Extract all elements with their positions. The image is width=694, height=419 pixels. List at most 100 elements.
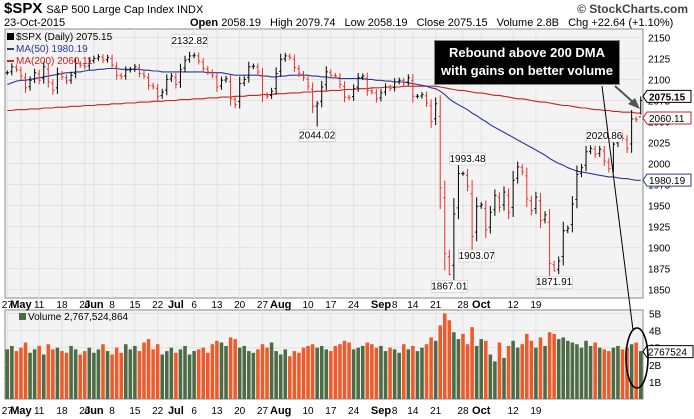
volume-bar bbox=[520, 344, 525, 399]
ohlc-bar bbox=[552, 260, 556, 272]
volume-bar bbox=[360, 345, 365, 399]
price-annotation-label: 2020.86 bbox=[586, 131, 623, 142]
volume-bar bbox=[92, 352, 96, 399]
ohlc-bar bbox=[402, 77, 406, 86]
volume-bar bbox=[219, 342, 224, 399]
volume-bar bbox=[511, 340, 515, 399]
volume-bar bbox=[420, 347, 424, 399]
ohlc-bar bbox=[429, 99, 433, 128]
ohlc-bar bbox=[543, 211, 547, 224]
price-x-tick-label: 15 bbox=[129, 300, 141, 311]
ohlc-summary: Open 2058.19 High 2079.74 Low 2058.19 Cl… bbox=[190, 17, 674, 29]
ohlc-bar bbox=[566, 225, 570, 234]
volume-bar bbox=[37, 345, 41, 399]
volume-bar bbox=[493, 361, 497, 399]
ohlc-bar bbox=[128, 66, 132, 73]
annotation-line-2: with gains on better volume bbox=[441, 63, 613, 78]
volume-bar bbox=[110, 354, 114, 399]
volume-panel bbox=[4, 309, 644, 400]
volume-x-tick-label: 28 bbox=[457, 406, 469, 417]
ohlc-bar bbox=[301, 70, 306, 81]
ohlc-bar bbox=[23, 72, 28, 93]
volume-x-tick-label: 17 bbox=[325, 406, 337, 417]
ohlc-bar bbox=[215, 72, 219, 92]
volume-bar bbox=[465, 344, 470, 399]
volume-bar bbox=[297, 352, 301, 399]
volume-x-tick-label: 8 bbox=[109, 406, 115, 417]
price-y-tick-label: 1950 bbox=[648, 202, 671, 213]
volume-bar bbox=[137, 351, 142, 399]
price-y-tick-label: 1925 bbox=[648, 223, 671, 234]
price-annotation-box bbox=[431, 280, 468, 293]
ohlc-bar bbox=[151, 82, 155, 90]
volume-bar bbox=[46, 344, 51, 399]
ohlc-bar bbox=[479, 202, 483, 209]
ohlc-bar bbox=[92, 55, 96, 64]
ohlc-bar bbox=[78, 61, 82, 68]
volume-bar bbox=[506, 345, 511, 399]
volume-x-tick-label: 10 bbox=[302, 406, 314, 417]
ohlc-bar bbox=[370, 87, 374, 95]
volume-bar bbox=[133, 345, 137, 399]
ohlc-bar bbox=[311, 82, 315, 114]
price-x-tick-label: 18 bbox=[56, 300, 68, 311]
ohlc-bar bbox=[420, 91, 424, 99]
annotation-line-1: Rebound above 200 DMA bbox=[448, 45, 606, 60]
volume-y-tick-label: 2B bbox=[649, 361, 662, 372]
volume-bar bbox=[388, 347, 392, 399]
volume-bar bbox=[329, 351, 333, 399]
volume-x-tick-label: 27 bbox=[2, 406, 14, 417]
chart-ticker: $SPX S&P 500 Large Cap Index INDX bbox=[4, 0, 204, 17]
ohlc-bar bbox=[438, 95, 442, 210]
price-annotation-box bbox=[458, 249, 495, 263]
volume-bar bbox=[228, 337, 233, 399]
right-axis-tag bbox=[642, 89, 692, 103]
ohlc-bar bbox=[630, 110, 634, 153]
ohlc-bar bbox=[424, 91, 429, 108]
volume-bar bbox=[319, 345, 324, 399]
ohlc-bar bbox=[557, 256, 561, 275]
price-x-tick-label: 8 bbox=[109, 300, 115, 311]
volume-bar bbox=[607, 351, 611, 399]
volume-bar bbox=[470, 327, 474, 399]
ohlc-bar bbox=[160, 88, 164, 99]
ohlc-bar bbox=[443, 180, 447, 271]
legend-ma50: MA(50) 1980.19 bbox=[7, 44, 88, 55]
price-y-tick-label: 1850 bbox=[648, 286, 671, 297]
volume-bar bbox=[237, 347, 242, 399]
price-y-tick-label: 2150 bbox=[648, 33, 671, 44]
price-x-tick-label: 11 bbox=[34, 300, 45, 311]
price-annotation-label: 1993.48 bbox=[449, 154, 486, 165]
ohlc-bar bbox=[228, 74, 233, 106]
ohlc-bar bbox=[69, 71, 73, 84]
volume-bar bbox=[114, 347, 119, 399]
volume-bar bbox=[629, 344, 634, 399]
ohlc-bar bbox=[516, 161, 520, 184]
price-x-tick-label: 22 bbox=[152, 300, 164, 311]
volume-bar bbox=[128, 349, 133, 399]
ohlc-bar bbox=[156, 84, 160, 101]
price-x-tick-label: 6 bbox=[191, 300, 197, 311]
ohlc-bar bbox=[315, 100, 319, 127]
ohlc-bar bbox=[356, 73, 360, 92]
volume-bar bbox=[187, 354, 192, 399]
volume-bar bbox=[515, 347, 520, 399]
volume-bar bbox=[401, 344, 406, 399]
ohlc-bar bbox=[142, 71, 146, 79]
price-annotation-label: 2132.82 bbox=[171, 36, 208, 47]
volume-bar bbox=[538, 337, 543, 399]
volume-bar bbox=[593, 342, 597, 399]
ohlc-bar bbox=[283, 52, 287, 62]
volume-x-tick-label: 24 bbox=[348, 406, 360, 417]
price-annotation-label: 1871.91 bbox=[536, 277, 573, 288]
ohlc-bar bbox=[534, 191, 538, 214]
ohlc-bar bbox=[74, 58, 78, 79]
volume-bar bbox=[82, 351, 87, 399]
ohlc-bar bbox=[60, 71, 64, 80]
volume-x-tick-label: 27 bbox=[257, 406, 269, 417]
volume-bar bbox=[552, 333, 556, 399]
volume-bar bbox=[247, 351, 251, 399]
ohlc-bar bbox=[411, 74, 415, 103]
volume-bar bbox=[165, 351, 169, 399]
ohlc-bar bbox=[87, 57, 91, 70]
